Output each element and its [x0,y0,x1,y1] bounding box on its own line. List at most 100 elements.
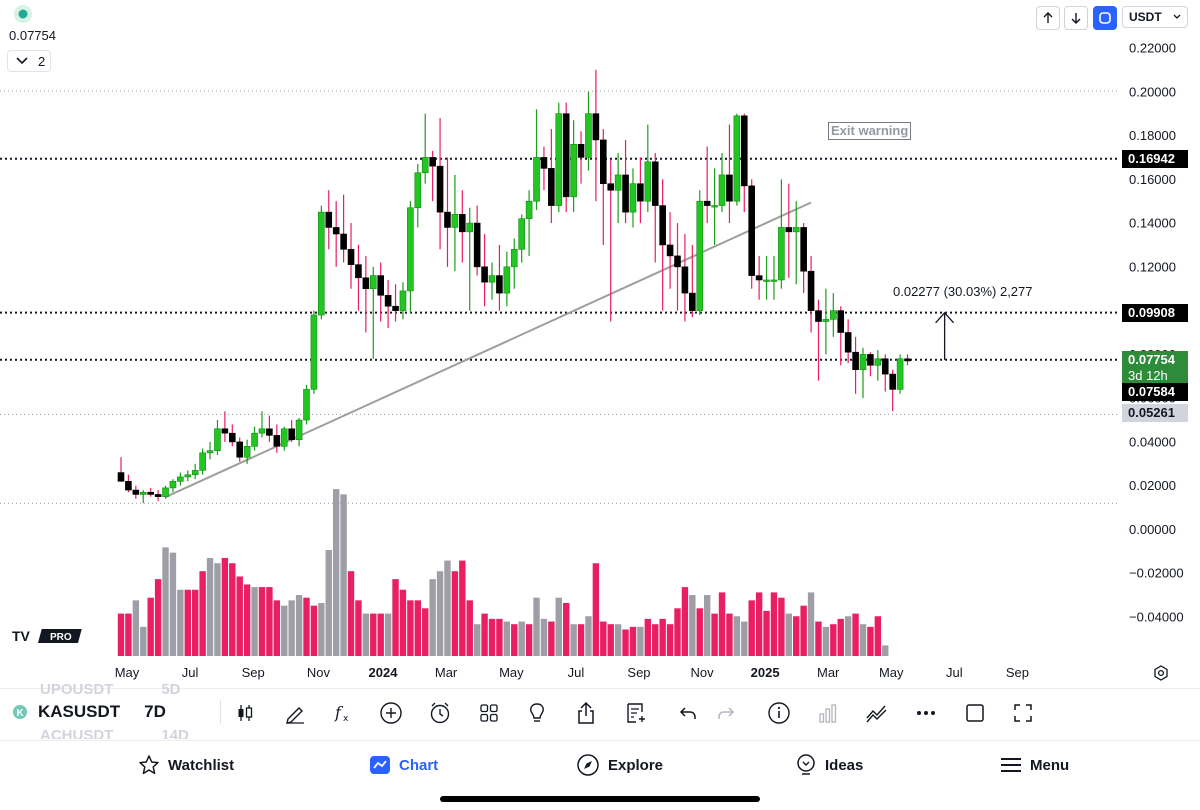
ideas-icon[interactable] [524,700,550,726]
bottom-navigation [0,740,1200,791]
volume-bar [800,605,807,656]
volume-bar [303,597,310,656]
lightbulb-icon [797,754,815,775]
x-axis-tick: Sep [1006,665,1029,680]
alert-icon[interactable] [427,700,453,726]
y-axis-tick: 0.14000 [1129,216,1176,231]
indicators-toggle[interactable]: 2 [7,50,51,72]
candle-body [377,275,385,296]
auto-scale-button[interactable] [1093,6,1117,30]
candle-body [473,222,481,268]
candle-body [599,139,607,184]
y-axis-tick: 0.20000 [1129,84,1176,99]
fullscreen-icon[interactable] [1010,700,1036,726]
volume-bar [362,613,370,656]
candles-icon[interactable] [232,700,258,726]
candle-body [718,174,726,206]
volume-bar [600,621,607,656]
x-axis-tick: Nov [690,665,714,680]
candle-body [436,165,444,213]
candle-body [651,161,659,206]
volume-bar [874,616,882,656]
candle-body [703,200,711,206]
trendline [165,201,812,498]
share-icon[interactable] [573,700,599,726]
nav-ideas[interactable]: Ideas [795,752,863,778]
star-icon [139,755,159,775]
volume-bar [503,621,511,656]
volume-bar [511,624,518,656]
plus-icon[interactable] [378,700,404,726]
candle-body [229,432,236,443]
undo-icon[interactable] [675,700,701,726]
chart-icon [370,756,390,774]
nav-chart[interactable]: Chart [369,752,438,778]
symbol-selector[interactable]: K KASUSDT 7D [12,700,166,724]
nav-ideas-label: Ideas [825,756,864,774]
candle-body [451,214,459,228]
volume-bar [125,613,132,656]
y-axis-tick: 0.04000 [1129,434,1176,449]
nav-explore-label: Explore [608,756,664,774]
candle-body [896,358,904,390]
chart-type-icon[interactable] [815,700,841,726]
notes-icon[interactable] [623,700,649,726]
square-icon[interactable] [962,700,988,726]
scroll-up-button[interactable] [1036,6,1060,30]
volume-bar [815,621,822,656]
compare-icon[interactable] [864,700,890,726]
layout-icon[interactable] [476,700,502,726]
measure-label: 0.02277 (30.03%) 2,277 [893,284,1033,299]
candle-body [778,227,785,281]
y-axis-tick: 0.00000 [1129,522,1176,537]
info-icon[interactable] [766,700,792,726]
candle-body [792,227,800,233]
candle-body [177,476,184,482]
currency-select[interactable]: USDT [1122,6,1188,28]
volume-bar [518,621,525,656]
candle-body [221,428,229,434]
candle-body [577,143,585,158]
x-axis-tick: Sep [627,665,650,680]
candle-body [807,270,815,311]
candle-body [837,310,845,333]
candle-body [881,358,889,375]
scroll-down-button[interactable] [1064,6,1088,30]
volume-bar [147,597,154,656]
volume-bar [414,600,421,656]
bar-countdown: 3d 12h [1128,368,1168,383]
volume-bar [659,618,666,656]
volume-bar [459,560,466,656]
candle-body [251,432,258,447]
more-icon[interactable] [913,700,939,726]
volume-bar [882,645,889,656]
volume-bar [310,605,318,656]
volume-bar [555,597,562,656]
chart-settings-icon[interactable] [1152,664,1170,682]
volume-bar [703,595,711,656]
draw-icon[interactable] [282,700,308,726]
candle-body [859,354,867,371]
candle-body [637,183,644,202]
candle-body [236,441,244,458]
redo-icon[interactable] [713,700,739,726]
level-tag-low: 0.05261 [1122,404,1188,422]
nav-menu[interactable]: Menu [1000,752,1069,778]
volume-bar [689,595,696,656]
home-indicator [440,796,760,802]
nav-watchlist[interactable]: Watchlist [138,752,234,778]
candle-body [459,214,466,233]
exit-warning-note[interactable]: Exit warning [828,122,912,140]
volume-bar [229,563,236,656]
candle-body [399,290,407,311]
candle-body [191,470,199,476]
candle-body [139,491,147,495]
candle-body [592,113,600,141]
nav-explore[interactable]: Explore [576,752,663,778]
x-axis-tick: Mar [435,665,458,680]
volume-bar [384,613,392,656]
volume-bar [681,587,689,656]
volume-bar [243,584,251,656]
